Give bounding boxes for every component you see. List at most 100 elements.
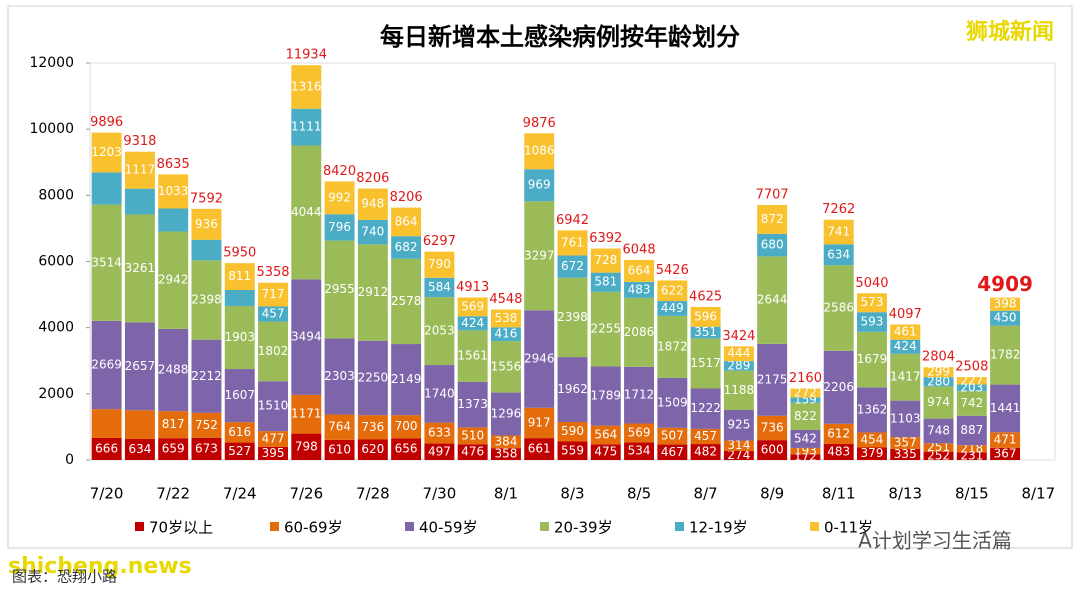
- bar-segment: [956, 377, 987, 385]
- value-label: 2053: [424, 324, 455, 338]
- bar-segment: [757, 415, 788, 441]
- bar-segment: [524, 438, 555, 460]
- total-label: 11934: [286, 48, 327, 63]
- value-label: 534: [628, 444, 651, 458]
- value-label: 1510: [258, 399, 289, 413]
- bar-segment: [757, 256, 788, 344]
- value-label: 790: [428, 257, 451, 271]
- bar-segment: [524, 133, 555, 170]
- bar-segment: [657, 427, 688, 445]
- bar-segment: [590, 248, 621, 273]
- value-label: 416: [494, 327, 517, 341]
- legend-label: 60-69岁: [284, 519, 343, 537]
- value-label: 1740: [424, 386, 455, 400]
- bar-segment: [424, 297, 455, 366]
- legend-label: 0-11岁: [824, 519, 873, 537]
- bar-segment: [590, 366, 621, 426]
- value-label: 1188: [724, 383, 755, 397]
- total-label: 8420: [323, 164, 356, 179]
- bar-segment: [890, 437, 921, 449]
- bar-segment: [158, 411, 189, 439]
- value-label: 3261: [125, 261, 156, 275]
- value-label: 483: [628, 282, 651, 296]
- value-label: 2149: [391, 372, 422, 386]
- value-label: 289: [727, 358, 750, 372]
- total-label: 8635: [157, 157, 190, 172]
- x-tick-label: 8/7: [694, 485, 718, 503]
- bar-segment: [790, 388, 821, 398]
- total-label: 6392: [589, 231, 622, 246]
- x-tick-label: 7/28: [356, 485, 390, 503]
- value-label: 510: [461, 428, 484, 442]
- bar-segment: [490, 327, 521, 342]
- value-label: 1362: [857, 402, 888, 416]
- bar-segment: [657, 444, 688, 460]
- value-label: 748: [927, 423, 950, 437]
- bar-segment: [890, 339, 921, 354]
- value-label: 335: [894, 447, 917, 461]
- bar-segment: [557, 441, 588, 460]
- bar-segment: [324, 214, 355, 241]
- value-label: 4044: [291, 205, 322, 219]
- bar-segment: [624, 423, 655, 443]
- bar-segment: [524, 201, 555, 311]
- value-label: 2250: [358, 370, 389, 384]
- value-label: 1679: [857, 352, 888, 366]
- value-label: 596: [694, 309, 717, 323]
- bar-segment: [823, 423, 854, 445]
- x-tick-label: 8/3: [560, 485, 584, 503]
- bar-segment: [258, 381, 288, 432]
- bar-segment: [291, 108, 322, 146]
- y-tick-label: 2000: [38, 386, 74, 402]
- value-label: 357: [894, 436, 917, 450]
- value-label: 936: [195, 217, 218, 231]
- bar-segment: [391, 207, 422, 237]
- bar-segment: [324, 240, 355, 339]
- bar-segment: [224, 442, 255, 460]
- bar-segment: [91, 204, 122, 321]
- bar-segment: [258, 306, 288, 322]
- bar-segment: [291, 65, 322, 109]
- bar-segment: [158, 174, 189, 209]
- bar-segment: [823, 350, 854, 424]
- value-label: 872: [761, 212, 784, 226]
- bar-segment: [657, 315, 688, 378]
- bar-segment: [357, 219, 388, 245]
- value-label: 974: [927, 395, 950, 409]
- bar-segment: [357, 244, 388, 341]
- legend-label: 70岁以上: [149, 519, 213, 537]
- bar-segment: [158, 231, 189, 329]
- value-label: 2586: [823, 301, 854, 315]
- bar-segment: [557, 357, 588, 422]
- legend-swatch: [540, 522, 549, 531]
- y-tick-label: 4000: [38, 320, 74, 336]
- bar-segment: [690, 388, 721, 429]
- value-label: 969: [528, 178, 551, 192]
- value-label: 351: [694, 325, 717, 339]
- bar-segment: [657, 280, 688, 302]
- value-label: 449: [661, 301, 684, 315]
- bar-segment: [757, 343, 788, 416]
- total-label: 9896: [90, 115, 123, 130]
- total-label: 5426: [656, 263, 689, 278]
- bar-segment: [291, 145, 322, 280]
- bar-segment: [923, 451, 954, 460]
- total-label: 5950: [223, 246, 256, 261]
- bar-segment: [524, 169, 555, 202]
- bar-segment: [857, 387, 887, 433]
- value-label: 1373: [457, 397, 488, 411]
- value-label: 272: [794, 386, 817, 400]
- value-label: 2578: [391, 294, 422, 308]
- bar-segment: [657, 377, 688, 428]
- total-label: 4548: [489, 292, 522, 307]
- value-label: 527: [228, 444, 251, 458]
- y-tick-label: 0: [65, 452, 74, 468]
- legend-swatch: [135, 522, 144, 531]
- bar-segment: [790, 397, 821, 403]
- value-label: 379: [861, 446, 884, 460]
- bar-segment: [391, 415, 422, 439]
- value-label: 2206: [823, 380, 854, 394]
- value-label: 3297: [524, 248, 555, 262]
- value-label: 569: [461, 299, 484, 313]
- value-label: 1607: [224, 388, 255, 402]
